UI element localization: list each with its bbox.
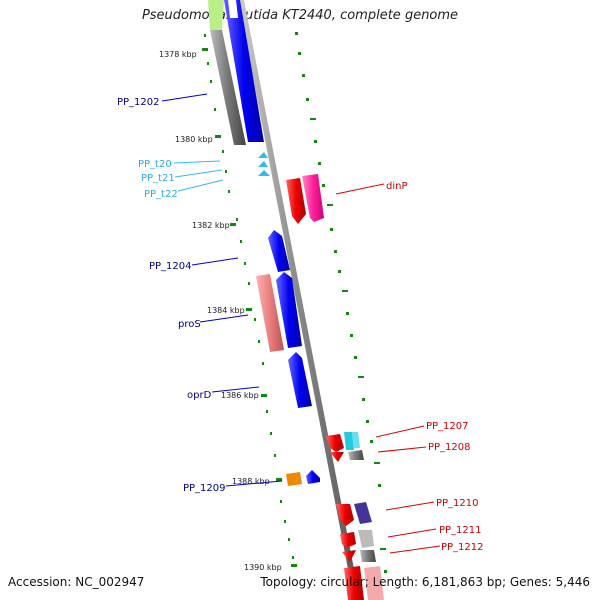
gene-pp1211: [358, 530, 374, 548]
gene-label-pp1210: PP_1210: [436, 498, 479, 509]
gene-lime-top: [208, 0, 224, 30]
gene-dinp: [302, 174, 324, 222]
gene-pp1207-cyan: [344, 432, 354, 450]
scale-label-1378: 1378 kbp: [159, 50, 197, 59]
gene-bottom-red: [344, 566, 364, 600]
gene-red-dinp: [286, 178, 306, 224]
gene-label-pros: proS: [178, 319, 201, 330]
gene-pp1208: [348, 450, 364, 460]
gene-label-pp1207: PP_1207: [426, 421, 469, 432]
scale-label-1384: 1384 kbp: [207, 306, 245, 315]
gene-pros: [256, 274, 284, 352]
gene-pp1212: [360, 550, 376, 562]
scale-label-1380: 1380 kbp: [175, 135, 213, 144]
inner-scale-dots: [204, 34, 294, 559]
leader-lines: [161, 93, 441, 554]
gene-label-dinp: dinP: [386, 181, 408, 192]
gene-pp1207-red: [326, 434, 344, 452]
gene-pp1207-cyan2: [352, 432, 360, 448]
gene-label-oprd: oprD: [187, 390, 212, 401]
gene-label-pp-t22: PP_t22: [144, 189, 178, 200]
gene-blue-pros: [276, 272, 302, 348]
genome-summary-text: Topology: circular; Length: 6,181,863 bp…: [260, 575, 590, 589]
gene-oprd: [288, 352, 312, 408]
scale-label-1382: 1382 kbp: [192, 221, 230, 230]
scale-label-1390: 1390 kbp: [244, 563, 282, 572]
gene-pp1211-red: [340, 532, 356, 548]
inner-ticks: [202, 48, 297, 567]
gene-white-top: [228, 0, 238, 18]
gene-pp1210: [354, 502, 372, 524]
scale-label-1386: 1386 kbp: [221, 391, 259, 400]
gene-label-pp1211: PP_1211: [439, 525, 482, 536]
trna-pp-t20: [258, 152, 268, 158]
gene-label-pp1208: PP_1208: [428, 442, 471, 453]
gene-label-pp-t21: PP_t21: [141, 173, 175, 184]
genome-backbone: [238, 0, 360, 600]
gene-pp1204: [268, 230, 290, 272]
gene-label-pp1204: PP_1204: [149, 261, 192, 272]
gene-pp1210-red: [336, 504, 354, 526]
gene-label-pp-t20: PP_t20: [138, 159, 172, 170]
outer-scale-dots: [295, 32, 387, 573]
gene-blue-pp1209: [306, 470, 320, 484]
trna-pp-t21: [258, 161, 268, 167]
gene-grey-pp1202: [210, 30, 246, 145]
gene-blue-top: [224, 0, 264, 142]
gene-pp1212-red: [342, 550, 356, 562]
gene-pp1209: [286, 472, 302, 486]
gene-bottom-pink: [364, 566, 384, 600]
trna-pp-t22: [258, 170, 270, 176]
gene-label-pp1202: PP_1202: [117, 97, 160, 108]
gene-pp1207-red-small: [330, 452, 344, 462]
gene-label-pp1212: PP_1212: [441, 542, 484, 553]
scale-label-1388: 1388 kbp: [232, 477, 270, 486]
gene-label-pp1209: PP_1209: [183, 483, 226, 494]
accession-text: Accession: NC_002947: [8, 575, 145, 589]
